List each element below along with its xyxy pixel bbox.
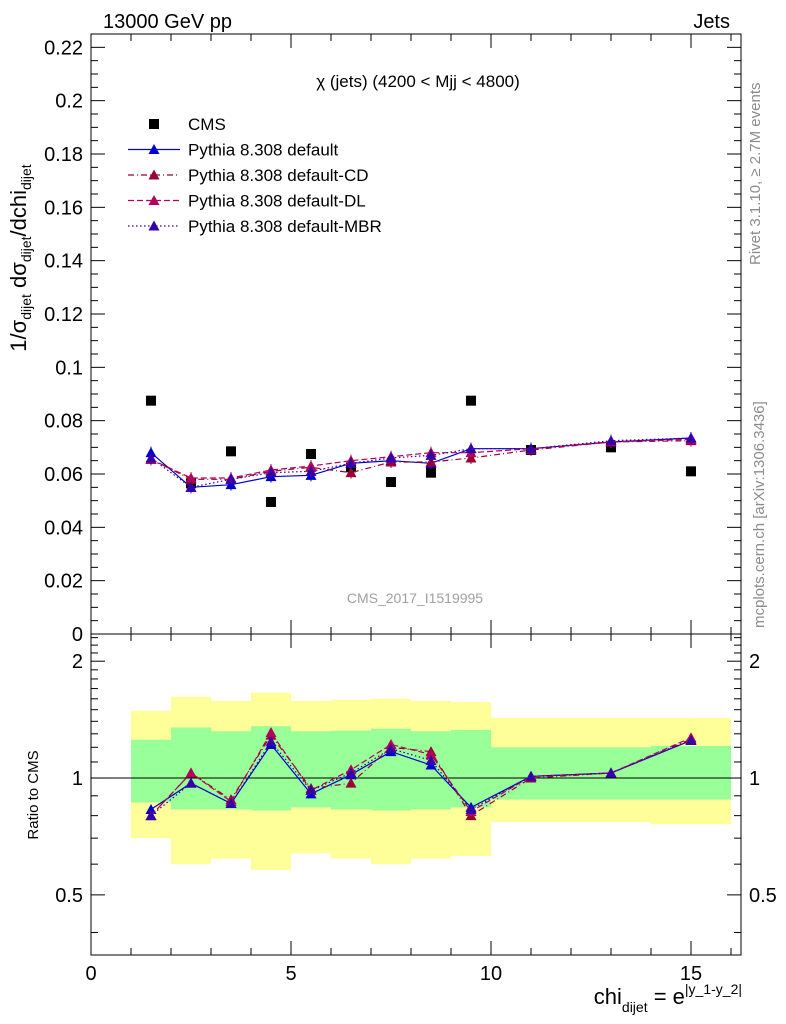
triangle-marker (225, 473, 237, 484)
main-y-label: 1/σdijet dσdijet/dchidijet (6, 164, 34, 352)
ratio-marker (425, 754, 437, 765)
cms-point (466, 395, 476, 406)
ratio-marker (345, 767, 357, 778)
main-title: χ (jets) (4200 < Mjj < 4800) (316, 72, 520, 91)
cms-point (306, 449, 316, 459)
triangle-marker (425, 456, 437, 467)
y-tick-label: 0.12 (44, 304, 83, 326)
legend-label: CMS (188, 115, 226, 134)
ratio-marker (145, 810, 157, 821)
ratio-y-tick-label-right: 2 (749, 651, 760, 673)
y-tick-label: 0.16 (44, 197, 83, 219)
legend-label: Pythia 8.308 default (188, 141, 339, 160)
main-panel: 0 0.02 0.04 0.06 0.08 0.1 0.12 0.14 0.16 0.18 0.2 0… (6, 33, 742, 646)
ratio-y-tick-label: 2 (72, 651, 83, 673)
ratio-y-tick-label: 1 (72, 768, 83, 790)
ratio-y-label: Ratio to CMS (25, 750, 42, 839)
legend-marker (149, 119, 159, 129)
triangle-marker (685, 432, 697, 443)
ratio-y-tick-label-right: 1 (749, 768, 760, 790)
y-tick-label: 0.1 (55, 357, 83, 379)
ratio-marker (265, 727, 277, 738)
header-left: 13000 GeV pp (103, 11, 232, 33)
cms-point (266, 497, 276, 507)
triangle-marker (345, 457, 357, 468)
x-tick-label: 0 (85, 963, 96, 985)
triangle-marker (185, 481, 197, 492)
y-tick-label: 0.2 (55, 91, 83, 113)
ratio-marker (685, 734, 697, 745)
ratio-marker (345, 777, 357, 788)
ratio-marker (385, 743, 397, 754)
legend-label: Pythia 8.308 default-MBR (188, 217, 382, 236)
y-tick-label: 0.02 (44, 571, 83, 593)
triangle-marker (345, 467, 357, 478)
y-tick-label: 0.04 (44, 517, 83, 539)
triangle-marker (385, 452, 397, 463)
triangle-marker (265, 467, 277, 478)
cms-point (426, 467, 436, 478)
triangle-marker (185, 472, 197, 483)
legend-marker (148, 144, 160, 154)
mcplots-side-label: mcplots.cern.ch [arXiv:1306.3436] (751, 401, 768, 628)
cms-point (686, 466, 696, 477)
cms-point (146, 395, 156, 406)
band-inner (131, 739, 171, 803)
band-inner (651, 745, 731, 800)
ratio-line (150, 734, 692, 817)
x-tick-label: 5 (285, 963, 296, 985)
watermark: CMS_2017_I1519995 (347, 590, 483, 606)
x-axis-label: chidijet = e|y_1-y_2| (594, 981, 742, 1015)
ratio-marker (465, 803, 477, 814)
ratio-marker (265, 736, 277, 747)
y-tick-label: 0.08 (44, 411, 83, 433)
ratio-y-tick-label-right: 0.5 (749, 885, 777, 907)
legend-marker (148, 169, 160, 180)
triangle-marker (605, 435, 617, 446)
ratio-line (150, 731, 692, 817)
triangle-marker (145, 452, 157, 463)
series-0 (146, 395, 696, 507)
ratio-line (150, 739, 692, 817)
y-tick-label: 0 (72, 624, 83, 646)
triangle-marker (465, 443, 477, 454)
y-tick-label: 0.18 (44, 144, 83, 166)
ratio-marker (605, 767, 617, 778)
cms-point (226, 446, 236, 457)
ratio-series-3 (145, 734, 697, 821)
y-tick-label: 0.22 (44, 37, 83, 59)
rivet-side-label: Rivet 3.1.10, ≥ 2.7M events (747, 83, 764, 266)
cms-point (386, 477, 396, 487)
triangle-marker (525, 443, 537, 454)
legend-marker (148, 195, 160, 205)
header-right: Jets (693, 11, 730, 33)
ratio-marker (185, 777, 197, 788)
ratio-marker (185, 767, 197, 778)
series-4 (145, 432, 697, 494)
legend-label: Pythia 8.308 default-CD (188, 166, 369, 185)
legend-label: Pythia 8.308 default-DL (188, 192, 366, 211)
series-line (150, 440, 692, 480)
ratio-marker (525, 770, 537, 781)
legend-marker (148, 220, 160, 231)
triangle-marker (425, 449, 437, 460)
ratio-frame (90, 633, 742, 956)
ratio-marker (425, 748, 437, 759)
ratio-y-tick-label: 0.5 (55, 885, 83, 907)
x-tick-label: 10 (480, 963, 502, 985)
band-inner (411, 731, 451, 810)
band-inner (451, 729, 491, 808)
triangle-marker (305, 465, 317, 476)
ratio-marker (225, 797, 237, 808)
y-tick-label: 0.14 (44, 251, 83, 273)
series-line (150, 438, 692, 479)
y-tick-label: 0.06 (44, 464, 83, 486)
ratio-marker (145, 803, 157, 814)
ratio-marker (305, 784, 317, 795)
x-tick-label: 15 (680, 963, 702, 985)
legend: CMS Pythia 8.308 default Pythia 8.308 defa… (128, 115, 382, 236)
